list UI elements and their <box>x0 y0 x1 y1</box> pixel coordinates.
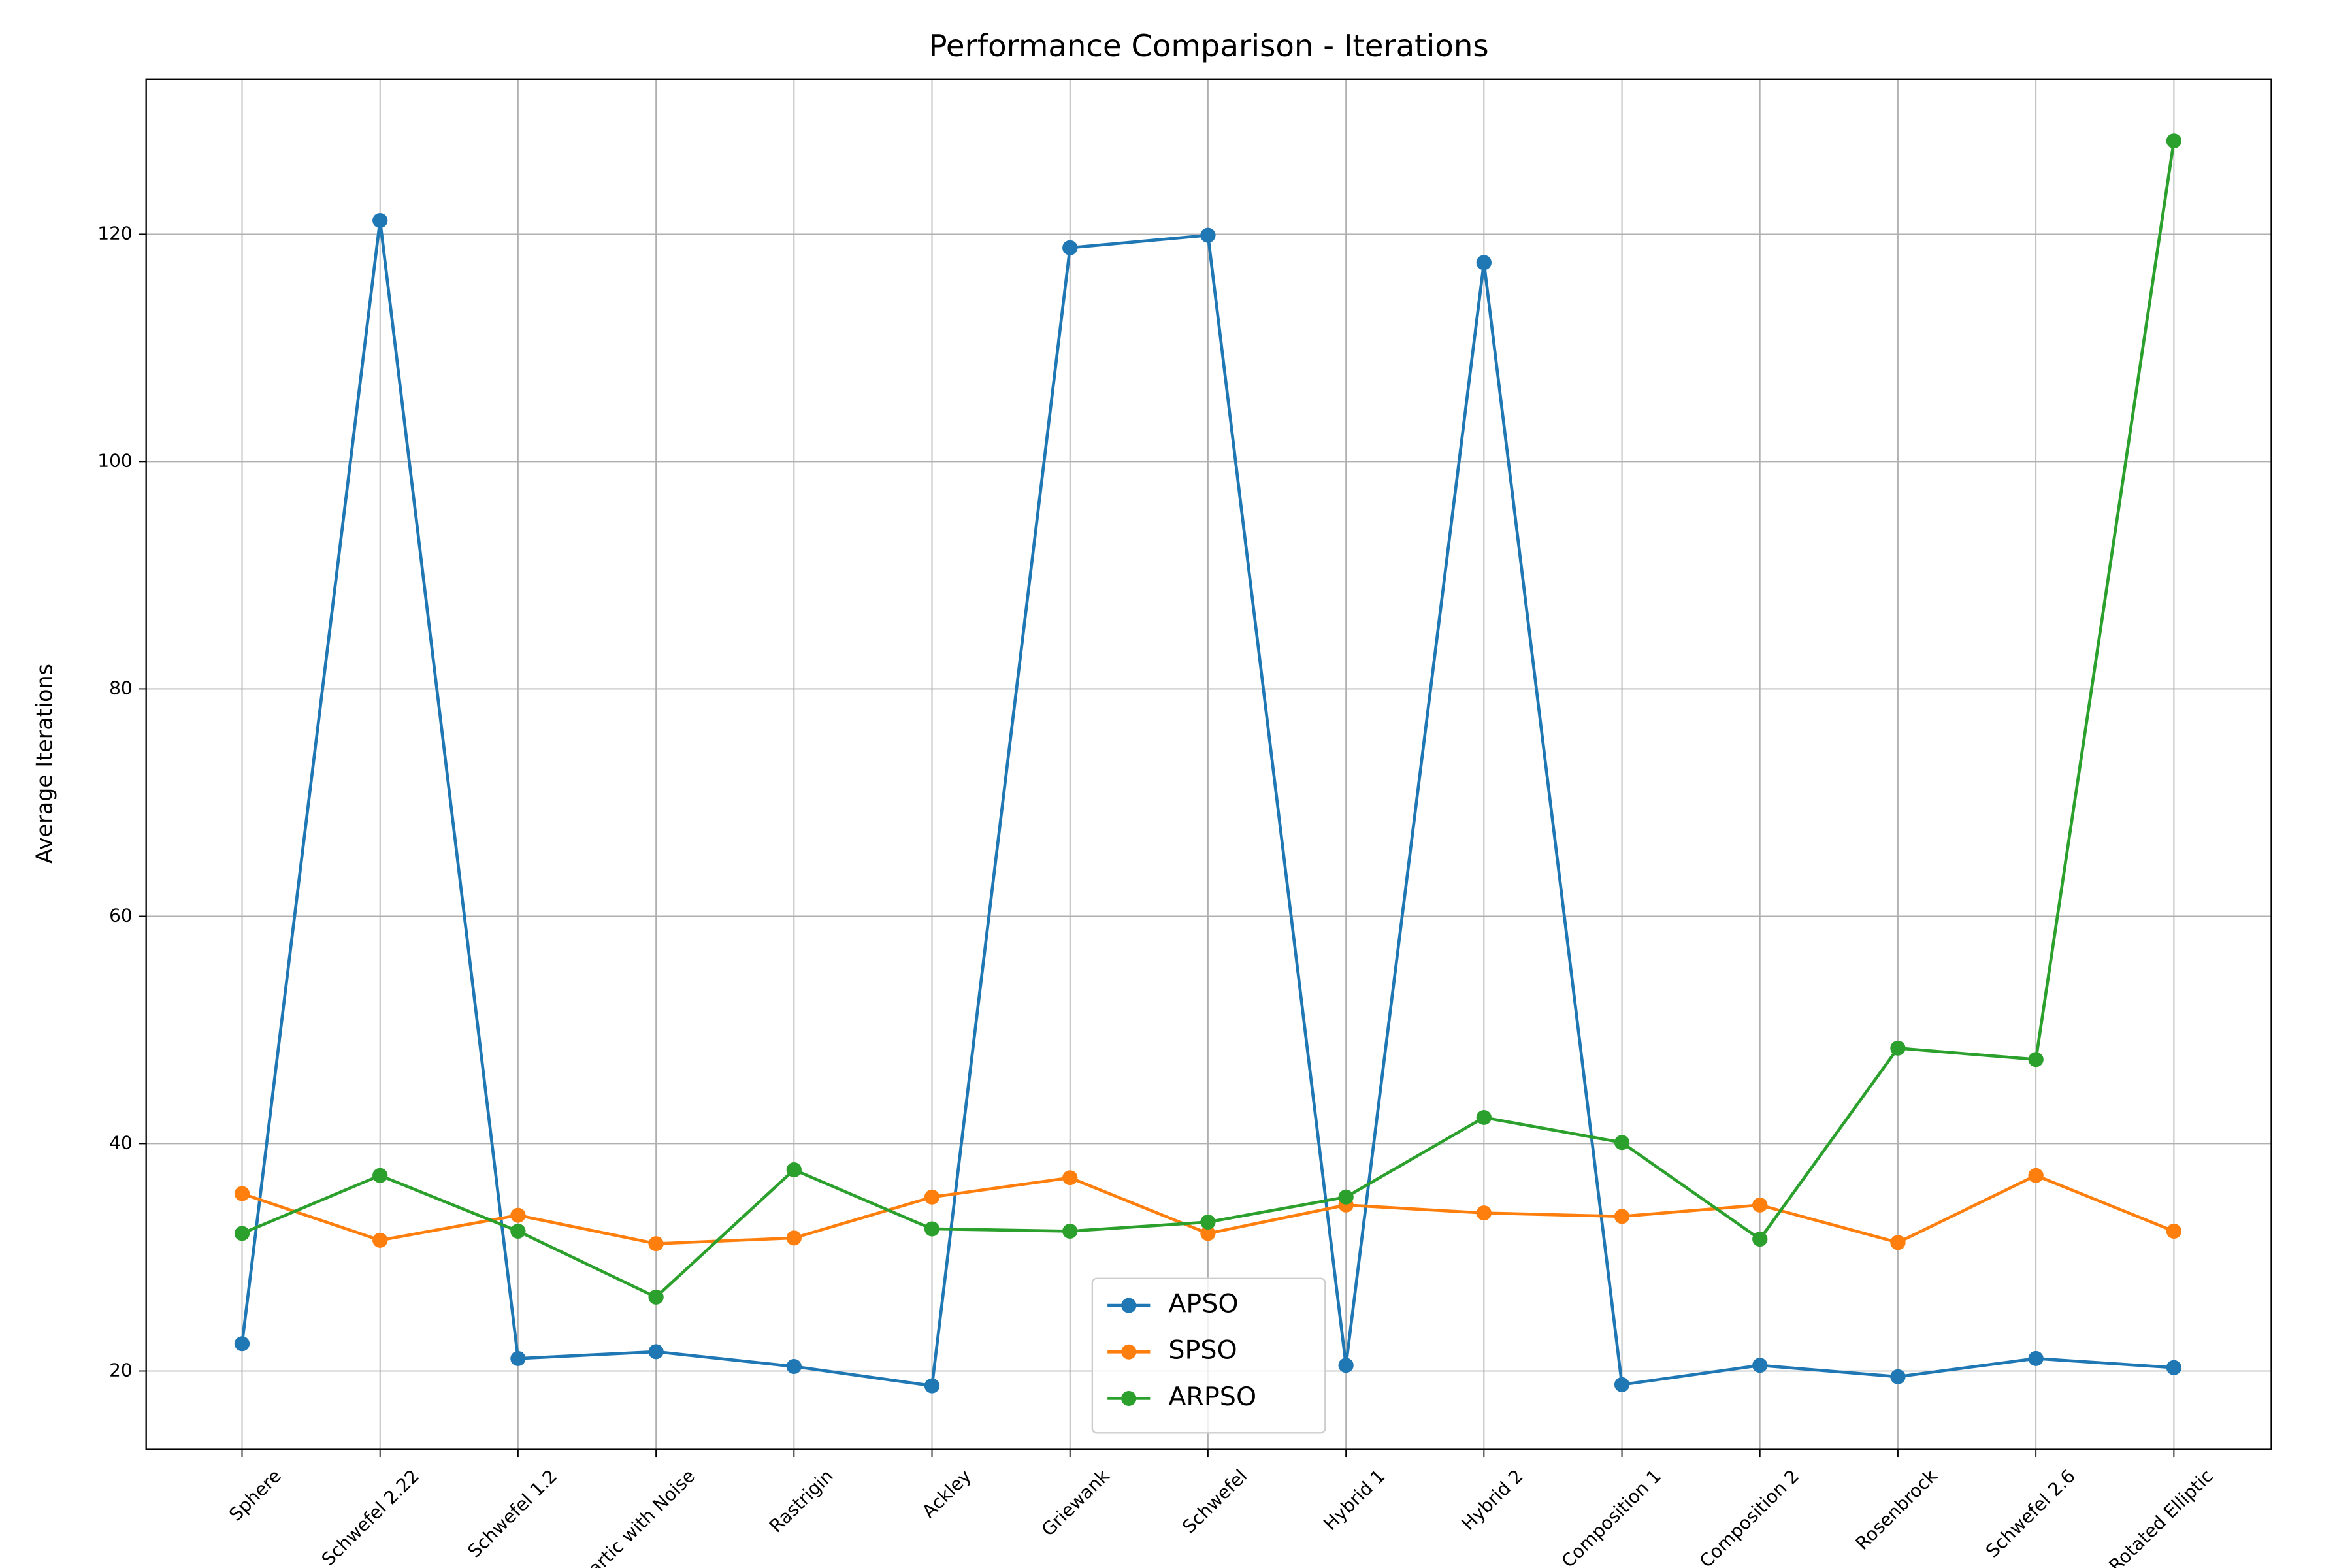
point <box>1200 1215 1216 1230</box>
point <box>372 213 388 228</box>
point <box>372 1232 388 1248</box>
legend-box <box>1091 1277 1326 1434</box>
point <box>648 1289 664 1305</box>
point <box>786 1359 802 1375</box>
legend-marker <box>1121 1344 1137 1360</box>
point <box>1752 1197 1768 1213</box>
legend-label: SPSO <box>1168 1336 1237 1365</box>
point <box>924 1378 940 1394</box>
plot-frame <box>145 78 2272 1450</box>
point <box>1062 1170 1078 1186</box>
point <box>234 1186 250 1201</box>
point <box>1614 1135 1630 1151</box>
point <box>1614 1377 1630 1392</box>
point <box>1752 1358 1768 1373</box>
point <box>1200 227 1216 243</box>
point <box>786 1162 802 1177</box>
point <box>648 1344 664 1360</box>
point <box>234 1226 250 1241</box>
point <box>1752 1232 1768 1247</box>
point <box>786 1230 802 1246</box>
point <box>510 1350 526 1366</box>
point <box>372 1168 388 1183</box>
point <box>1062 240 1078 255</box>
point <box>1200 1226 1216 1241</box>
point <box>1476 1205 1492 1221</box>
point <box>1476 255 1492 270</box>
y-axis-label: Average Iterations <box>31 664 57 864</box>
point <box>924 1189 940 1205</box>
point <box>1338 1358 1354 1373</box>
y-tick-label: 60 <box>109 905 133 926</box>
point <box>924 1221 940 1237</box>
point <box>1890 1235 1906 1250</box>
point <box>1614 1209 1630 1224</box>
point <box>2166 133 2182 149</box>
point <box>2028 1350 2044 1366</box>
point <box>510 1223 526 1239</box>
y-tick-label: 80 <box>109 678 133 699</box>
chart-title: Performance Comparison - Iterations <box>928 28 1488 63</box>
point <box>234 1336 250 1352</box>
point <box>1338 1189 1354 1205</box>
legend-marker <box>1121 1298 1137 1313</box>
point <box>1890 1369 1906 1384</box>
y-tick-label: 20 <box>109 1360 133 1381</box>
legend-label: ARPSO <box>1168 1382 1256 1412</box>
point <box>648 1236 664 1252</box>
y-tick-label: 100 <box>97 450 132 472</box>
point <box>2028 1052 2044 1068</box>
legend-marker <box>1121 1390 1137 1406</box>
point <box>1890 1040 1906 1056</box>
point <box>2166 1223 2182 1239</box>
point <box>2166 1360 2182 1375</box>
point <box>1476 1109 1492 1125</box>
legend: APSO SPSO ARPSO <box>1091 1277 1326 1434</box>
y-tick-label: 40 <box>109 1132 133 1154</box>
point <box>1062 1223 1078 1239</box>
legend-label: APSO <box>1168 1290 1238 1319</box>
point <box>510 1207 526 1223</box>
y-tick-label: 120 <box>97 223 132 244</box>
point <box>2028 1168 2044 1183</box>
